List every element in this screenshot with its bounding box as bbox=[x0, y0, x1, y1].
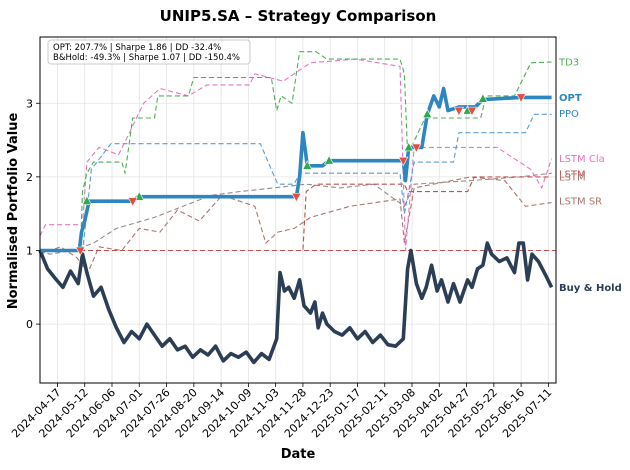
series-line-sr bbox=[39, 172, 552, 255]
chart-title: UNIP5.SA – Strategy Comparison bbox=[160, 7, 437, 25]
sell-marker bbox=[516, 93, 527, 104]
end-label: TD3 bbox=[558, 58, 579, 69]
series-line-lstm-sr bbox=[39, 176, 552, 274]
y-tick-label: 3 bbox=[26, 97, 33, 110]
x-axis-ticks: 2024-04-172024-05-122024-06-062024-07-01… bbox=[9, 383, 554, 440]
buy-marker bbox=[403, 141, 414, 152]
stats-line-buyhold: B&Hold: -49.3% | Sharpe 1.07 | DD -150.4… bbox=[53, 53, 240, 63]
buy-marker bbox=[81, 195, 92, 205]
series-line-lstm-cla bbox=[39, 58, 553, 252]
y-tick-label: 1 bbox=[26, 244, 33, 257]
x-axis-label: Date bbox=[281, 447, 316, 462]
sell-marker bbox=[291, 192, 302, 203]
grid-lines bbox=[40, 37, 556, 383]
series-line-td3 bbox=[40, 51, 552, 252]
buy-marker bbox=[422, 108, 433, 119]
end-label: LSTM bbox=[559, 172, 586, 183]
y-tick-label: 2 bbox=[26, 171, 33, 184]
buy-marker bbox=[324, 155, 335, 165]
series-line-opt bbox=[40, 86, 552, 253]
y-axis-label: Normalised Portfolio Value bbox=[6, 113, 21, 310]
y-axis-ticks: 0 1 2 3 bbox=[26, 97, 40, 331]
sell-marker bbox=[411, 143, 422, 154]
series-line-buy-hold bbox=[38, 241, 554, 365]
plot-area bbox=[38, 51, 556, 365]
sell-marker bbox=[75, 246, 86, 257]
end-label: LSTM bbox=[559, 169, 586, 180]
buy-marker bbox=[477, 93, 488, 103]
y-tick-label: 0 bbox=[26, 318, 33, 331]
series-line-lstm bbox=[40, 176, 552, 252]
buy-marker bbox=[302, 160, 313, 170]
end-label: LSTM SR bbox=[559, 197, 602, 208]
sell-marker bbox=[453, 106, 464, 117]
stats-box: OPT: 207.7% | Sharpe 1.86 | DD -32.4% B&… bbox=[47, 39, 251, 65]
plot-frame bbox=[39, 36, 557, 384]
end-label: OPT bbox=[559, 93, 582, 104]
sell-marker bbox=[127, 197, 138, 207]
sell-marker bbox=[398, 156, 409, 167]
sell-marker bbox=[467, 106, 477, 117]
end-label: PPO bbox=[559, 109, 579, 120]
stats-line-opt: OPT: 207.7% | Sharpe 1.86 | DD -32.4% bbox=[53, 43, 221, 53]
series-line-ppo bbox=[40, 113, 552, 252]
end-label: Buy & Hold bbox=[559, 283, 622, 294]
end-label: LSTM Cla bbox=[559, 154, 605, 165]
